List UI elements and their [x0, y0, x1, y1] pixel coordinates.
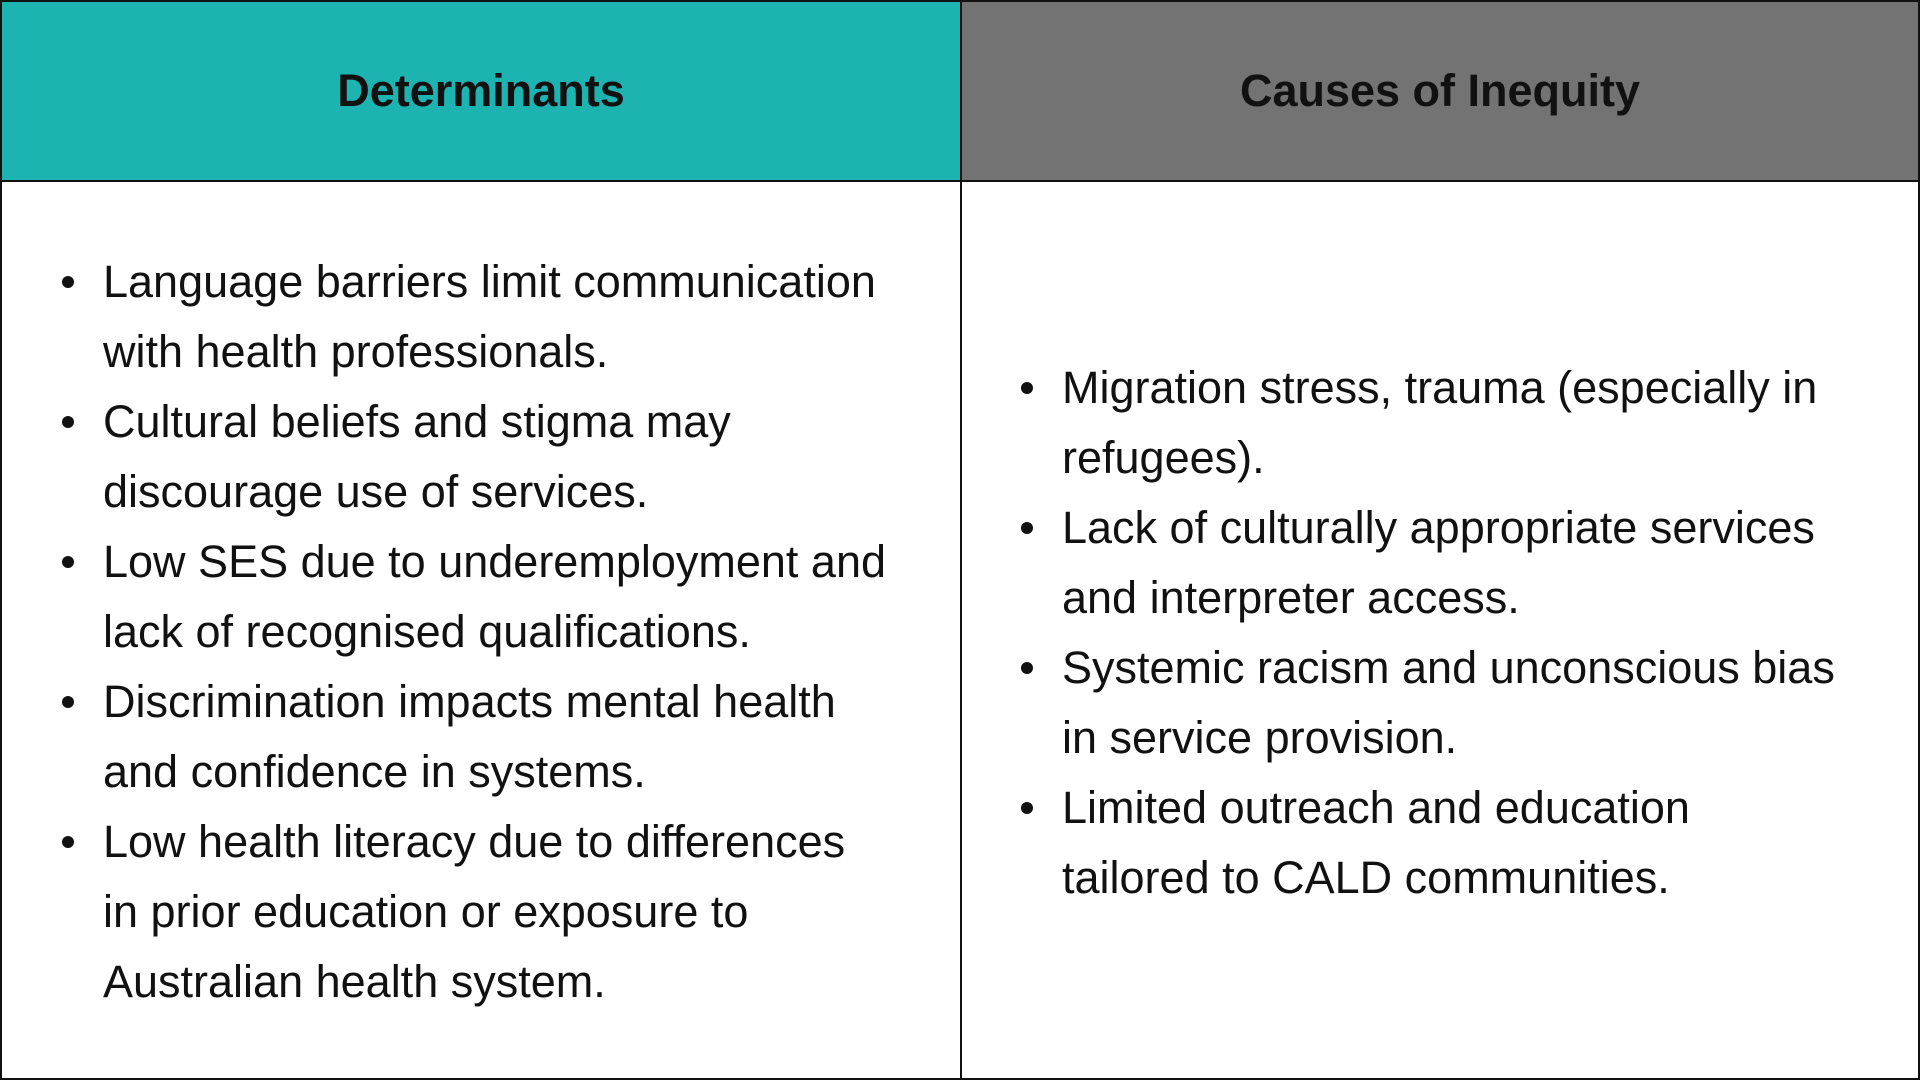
list-item-line: Discrimination impacts mental health: [103, 676, 836, 727]
list-item: Discrimination impacts mental health and …: [62, 667, 886, 807]
list-item-line: Language barriers limit communication: [103, 256, 876, 307]
list-item: Systemic racism and unconscious bias in s…: [1021, 633, 1835, 773]
list-item-line: Cultural beliefs and stigma may: [103, 396, 731, 447]
list-item-line: and interpreter access.: [1062, 572, 1520, 623]
column-divider: [960, 182, 962, 1078]
list-item-line: in service provision.: [1062, 712, 1458, 763]
determinants-list: Language barriers limit communication wit…: [62, 247, 886, 1017]
list-item-line: and confidence in systems.: [103, 746, 646, 797]
list-item-line: Migration stress, trauma (especially in: [1062, 362, 1818, 413]
list-item-line: in prior education or exposure to: [103, 886, 749, 937]
causes-header: Causes of Inequity: [962, 2, 1918, 182]
list-item-line: Limited outreach and education: [1062, 782, 1690, 833]
list-item: Language barriers limit communication wit…: [62, 247, 886, 387]
list-item-line: Lack of culturally appropriate services: [1062, 502, 1815, 553]
determinants-header: Determinants: [2, 2, 962, 182]
list-item: Cultural beliefs and stigma may discourag…: [62, 387, 886, 527]
list-item-line: Systemic racism and unconscious bias: [1062, 642, 1835, 693]
list-item-line: Low SES due to underemployment and: [103, 536, 886, 587]
list-item: Low health literacy due to differences in…: [62, 807, 886, 1017]
determinants-title: Determinants: [337, 65, 625, 116]
causes-title: Causes of Inequity: [1239, 65, 1641, 116]
list-item-line: discourage use of services.: [103, 466, 649, 517]
causes-list: Migration stress, trauma (especially in r…: [1021, 353, 1835, 913]
list-item: Low SES due to underemployment and lack o…: [62, 527, 886, 667]
list-item-line: tailored to CALD communities.: [1062, 852, 1670, 903]
list-item-line: with health professionals.: [103, 326, 609, 377]
list-item: Migration stress, trauma (especially in r…: [1021, 353, 1835, 493]
list-item-line: lack of recognised qualifications.: [103, 606, 751, 657]
list-item: Lack of culturally appropriate services a…: [1021, 493, 1835, 633]
list-item-line: Australian health system.: [103, 956, 606, 1007]
list-item-line: Low health literacy due to differences: [103, 816, 846, 867]
list-item-line: refugees).: [1062, 432, 1265, 483]
list-item: Limited outreach and education tailored t…: [1021, 773, 1835, 913]
